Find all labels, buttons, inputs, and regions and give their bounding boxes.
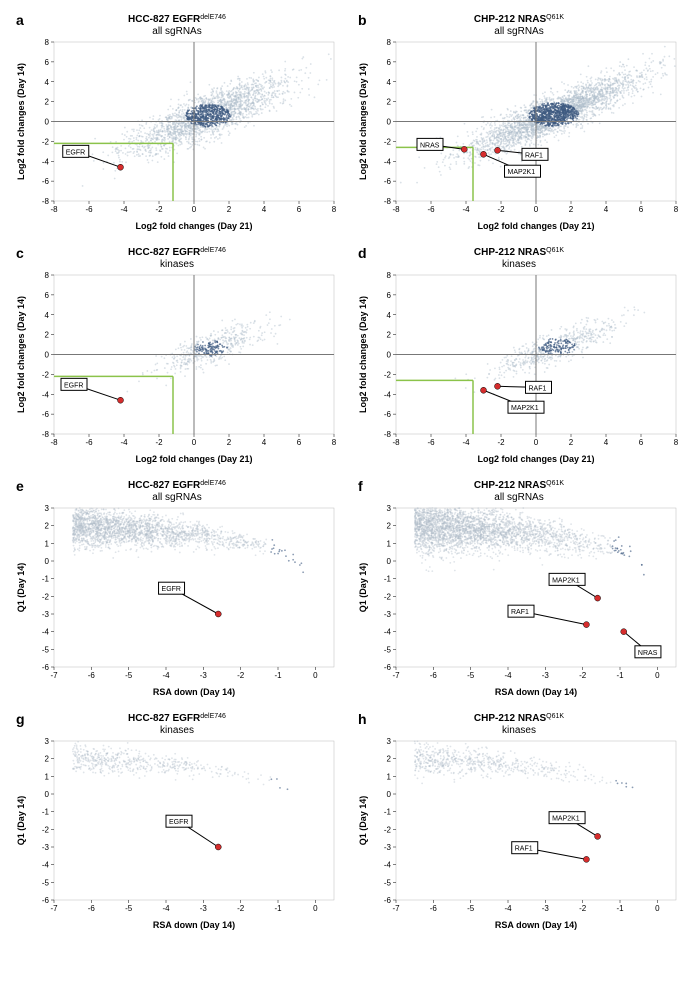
svg-text:all sgRNAs: all sgRNAs [494,26,543,37]
svg-text:-8: -8 [42,197,50,206]
panel-a: a HCC-827 EGFRdelE746all sgRNAs -8 -6 -4 -2 0 2… [10,10,344,235]
callout-label: RAF1 [511,609,529,616]
panel-d: dCHP-212 NRASQ61Kkinases-8-6-4-202468-8-… [352,243,686,468]
highlight-point [215,844,221,850]
highlight-point [583,622,589,628]
svg-text:Log2 fold changes (Day 21): Log2 fold changes (Day 21) [135,221,252,231]
plot-c: HCC-827 EGFRdelE746kinases-8-6-4-202468-… [10,243,344,468]
svg-text:all sgRNAs: all sgRNAs [152,26,201,37]
callout-label: EGFR [64,382,83,389]
panel-g: gHCC-827 EGFRdelE746kinases-7-6-5-4-3-2-… [10,709,344,934]
svg-text:0: 0 [192,205,197,214]
callout-label: EGFR [66,149,85,156]
callout-label: EGFR [169,819,188,826]
highlight-point [461,146,467,152]
panel-letter: c [16,245,24,261]
highlight-point [481,151,487,157]
panel-e: eHCC-827 EGFRdelE746all sgRNAs-7-6-5-4-3… [10,476,344,701]
figure-grid: aHCC-827 EGFRdelE746all sgRNAs-8-6-4-202… [10,10,686,934]
highlight-point [595,833,601,839]
plot-e: HCC-827 EGFRdelE746all sgRNAs-7-6-5-4-3-… [10,476,344,701]
svg-text:2: 2 [45,98,50,107]
plot-a: HCC-827 EGFRdelE746all sgRNAs -8 -6 -4 -2 0 2 4… [10,10,344,235]
svg-text:4: 4 [45,78,50,87]
panel-letter: h [358,711,367,727]
svg-text:4: 4 [262,205,267,214]
callout-label: NRAS [638,650,658,657]
svg-text:8: 8 [332,205,337,214]
highlight-point [118,397,124,403]
callout-label: RAF1 [529,385,547,392]
callout-label: MAP2K1 [552,577,580,584]
highlight-point [583,856,589,862]
svg-text:-8: -8 [50,205,58,214]
svg-text:0: 0 [45,118,50,127]
callout-label: MAP2K1 [508,169,536,176]
highlight-point [215,611,221,617]
svg-text:-4: -4 [120,205,128,214]
panel-letter: d [358,245,367,261]
panel-letter: g [16,711,25,727]
callout-label: MAP2K1 [552,816,580,823]
plot-b: CHP-212 NRASQ61Kall sgRNAs-8-6-4-202468-… [352,10,686,235]
panel-letter: b [358,12,367,28]
svg-text:-2: -2 [155,205,163,214]
callout-label: RAF1 [525,152,543,159]
panel-letter: e [16,478,24,494]
plot-d: CHP-212 NRASQ61Kkinases-8-6-4-202468-8-6… [352,243,686,468]
svg-text:2: 2 [227,205,232,214]
svg-text:Log2 fold changes (Day 14): Log2 fold changes (Day 14) [16,63,26,180]
panel-letter: f [358,478,363,494]
highlight-point [495,147,501,153]
svg-text:HCC-827 EGFRdelE746: HCC-827 EGFRdelE746 [128,14,226,26]
highlight-point [595,595,601,601]
highlight-point [118,164,124,170]
svg-text:-6: -6 [42,177,50,186]
highlight-point [481,387,487,393]
svg-text:-4: -4 [42,157,50,166]
panel-h: hCHP-212 NRASQ61Kkinases-7-6-5-4-3-2-10-… [352,709,686,934]
highlight-point [621,629,627,635]
svg-text:-2: -2 [42,137,50,146]
highlight-point [495,383,501,389]
plot-h: CHP-212 NRASQ61Kkinases-7-6-5-4-3-2-10-6… [352,709,686,934]
callout-label: NRAS [420,142,440,149]
callout-label: RAF1 [515,846,533,853]
callout-label: MAP2K1 [511,405,539,412]
svg-text:6: 6 [45,58,50,67]
panel-c: cHCC-827 EGFRdelE746kinases-8-6-4-202468… [10,243,344,468]
svg-text:6: 6 [297,205,302,214]
svg-text:CHP-212 NRASQ61K: CHP-212 NRASQ61K [474,14,564,26]
panel-f: fCHP-212 NRASQ61Kall sgRNAs-7-6-5-4-3-2-… [352,476,686,701]
plot-f: CHP-212 NRASQ61Kall sgRNAs-7-6-5-4-3-2-1… [352,476,686,701]
panel-letter: a [16,12,24,28]
callout-label: EGFR [162,586,181,593]
plot-g: HCC-827 EGFRdelE746kinases-7-6-5-4-3-2-1… [10,709,344,934]
panel-b: bCHP-212 NRASQ61Kall sgRNAs-8-6-4-202468… [352,10,686,235]
svg-text:-6: -6 [85,205,93,214]
svg-text:8: 8 [45,38,50,47]
